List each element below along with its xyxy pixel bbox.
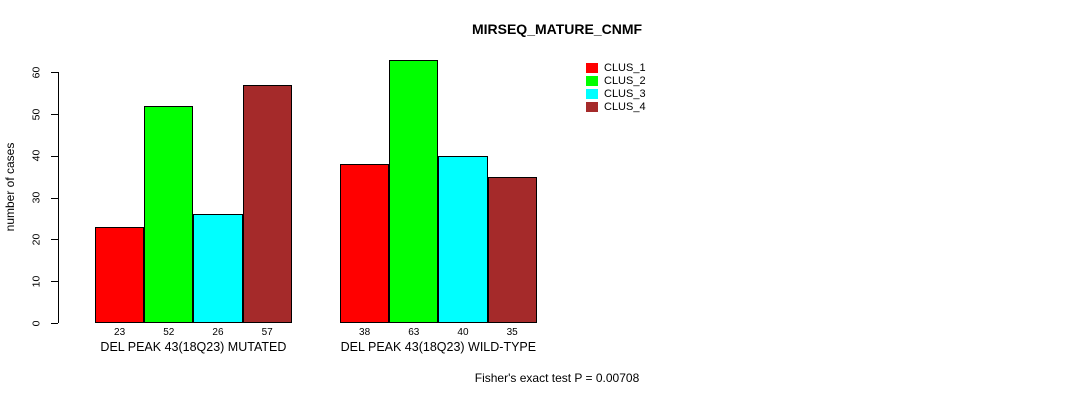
y-axis-tick bbox=[51, 197, 58, 199]
bar-value-label: 57 bbox=[261, 327, 273, 338]
y-axis-tick-label: 10 bbox=[30, 275, 43, 288]
bar-value-label: 52 bbox=[163, 327, 175, 338]
legend-item-clus_2: CLUS_2 bbox=[586, 75, 646, 87]
y-axis-label: number of cases bbox=[3, 142, 17, 232]
bar-clus_2-group2 bbox=[389, 59, 439, 323]
fisher-test-annotation: Fisher's exact test P = 0.00708 bbox=[474, 371, 640, 385]
legend-label: CLUS_1 bbox=[604, 62, 646, 74]
bar-clus_4-group1 bbox=[242, 84, 292, 323]
bar-value-label: 26 bbox=[212, 327, 224, 338]
legend-item-clus_3: CLUS_3 bbox=[586, 88, 646, 100]
bar-value-label: 38 bbox=[359, 327, 371, 338]
bar-clus_3-group1 bbox=[193, 214, 243, 323]
y-axis-tick-label: 40 bbox=[30, 149, 43, 162]
y-axis-line bbox=[58, 72, 59, 323]
x-category-label: DEL PEAK 43(18Q23) MUTATED bbox=[100, 340, 287, 354]
y-axis-tick-label: 60 bbox=[30, 66, 43, 79]
bar-clus_1-group2 bbox=[340, 164, 390, 323]
legend-item-clus_4: CLUS_4 bbox=[586, 101, 646, 113]
legend-swatch-icon bbox=[586, 88, 598, 100]
bar-value-label: 63 bbox=[408, 327, 420, 338]
y-axis-tick-label: 50 bbox=[30, 108, 43, 120]
chart-title: MIRSEQ_MATURE_CNMF bbox=[471, 21, 643, 37]
y-axis-tick-label: 0 bbox=[30, 320, 43, 326]
legend-item-clus_1: CLUS_1 bbox=[586, 62, 646, 74]
bar-clus_1-group1 bbox=[95, 226, 145, 323]
bar-value-label: 23 bbox=[114, 327, 126, 338]
y-axis-tick bbox=[51, 155, 58, 157]
legend-label: CLUS_4 bbox=[604, 101, 646, 113]
bar-clus_4-group2 bbox=[487, 176, 537, 323]
y-axis-tick bbox=[51, 239, 58, 241]
y-axis-tick bbox=[51, 281, 58, 283]
legend-label: CLUS_2 bbox=[604, 75, 646, 87]
y-axis-tick bbox=[51, 72, 58, 74]
bar-value-label: 35 bbox=[506, 327, 518, 338]
legend-label: CLUS_3 bbox=[604, 88, 646, 100]
y-axis-tick bbox=[51, 323, 58, 324]
y-axis-tick-label: 20 bbox=[30, 233, 43, 246]
bar-clus_2-group1 bbox=[144, 105, 194, 323]
bar-clus_3-group2 bbox=[438, 155, 488, 323]
legend-swatch-icon bbox=[586, 101, 598, 113]
y-axis-tick-label: 30 bbox=[30, 191, 43, 204]
y-axis-tick bbox=[51, 114, 58, 115]
bar-value-label: 40 bbox=[457, 327, 469, 338]
legend-swatch-icon bbox=[586, 62, 598, 74]
legend-swatch-icon bbox=[586, 75, 598, 87]
x-category-label: DEL PEAK 43(18Q23) WILD-TYPE bbox=[340, 340, 537, 354]
